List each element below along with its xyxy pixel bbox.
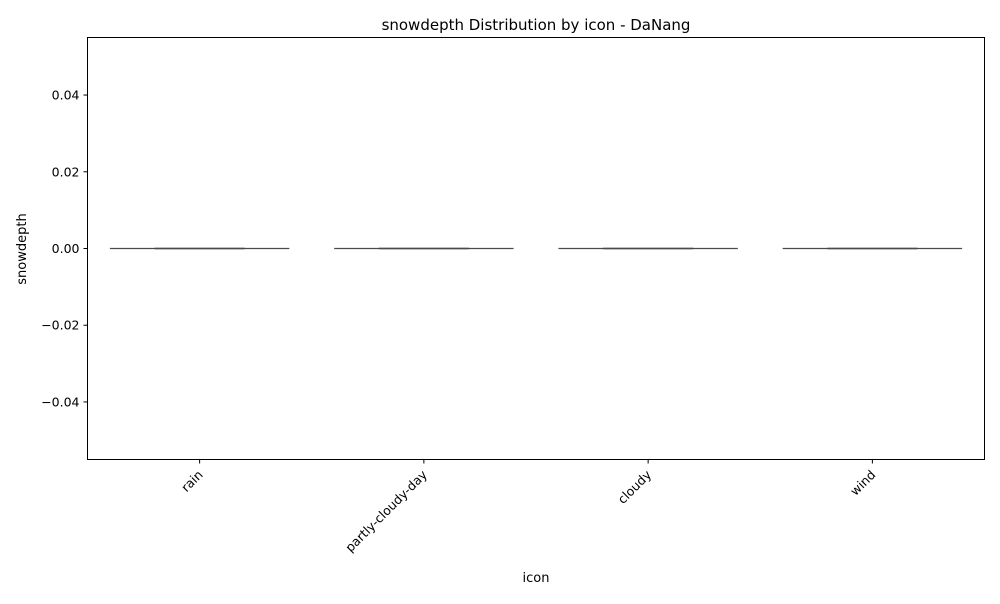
y-axis-label: snowdepth [15,213,30,284]
x-tick-label: rain [178,467,206,495]
y-tick-label: 0.02 [52,164,80,179]
x-tick-label: wind [847,467,879,499]
x-tick-label: partly-cloudy-day [342,467,430,555]
x-tick-label: cloudy [614,467,654,507]
x-axis-ticks: rain partly-cloudy-day cloudy wind [178,460,878,555]
y-axis-ticks: −0.04 −0.02 0.00 0.02 0.04 [41,88,87,410]
y-tick-label: 0.04 [52,88,80,103]
y-tick-label: −0.02 [41,318,79,333]
x-axis-label: icon [523,571,550,586]
y-tick-label: 0.00 [52,241,80,256]
chart-title: snowdepth Distribution by icon - DaNang [382,16,691,34]
y-tick-label: −0.04 [41,394,79,409]
